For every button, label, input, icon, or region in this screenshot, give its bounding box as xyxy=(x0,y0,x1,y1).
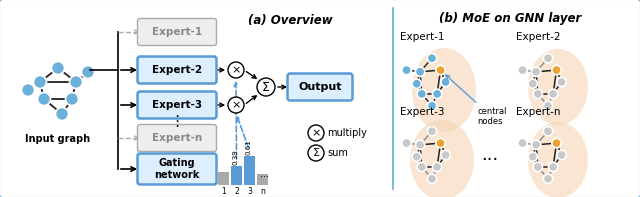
Circle shape xyxy=(257,78,275,96)
Text: Input graph: Input graph xyxy=(26,134,91,144)
Bar xyxy=(244,156,255,185)
Circle shape xyxy=(518,65,527,75)
Circle shape xyxy=(518,138,527,148)
FancyBboxPatch shape xyxy=(138,153,216,185)
Text: ×: × xyxy=(231,65,241,75)
Text: Expert-n: Expert-n xyxy=(152,133,202,143)
Circle shape xyxy=(415,140,425,150)
Text: Gating
network: Gating network xyxy=(154,158,200,180)
Text: Σ: Σ xyxy=(312,149,319,159)
FancyBboxPatch shape xyxy=(287,73,353,100)
FancyBboxPatch shape xyxy=(138,91,216,119)
Circle shape xyxy=(402,138,411,148)
Circle shape xyxy=(528,79,538,88)
Circle shape xyxy=(543,174,553,183)
FancyBboxPatch shape xyxy=(138,19,216,46)
Text: ···: ··· xyxy=(481,151,499,169)
Text: Expert-n: Expert-n xyxy=(516,107,560,117)
Bar xyxy=(231,166,242,185)
Circle shape xyxy=(531,140,541,150)
Text: 0.61: 0.61 xyxy=(246,139,252,155)
Text: Output: Output xyxy=(298,82,342,92)
Circle shape xyxy=(531,67,541,76)
Circle shape xyxy=(441,77,451,87)
Text: 1: 1 xyxy=(221,187,226,196)
Circle shape xyxy=(308,145,324,161)
Text: n: n xyxy=(260,187,265,196)
Circle shape xyxy=(428,54,436,63)
Circle shape xyxy=(412,79,421,88)
Circle shape xyxy=(436,138,445,148)
Circle shape xyxy=(81,65,95,78)
Circle shape xyxy=(228,62,244,78)
Circle shape xyxy=(543,126,553,136)
Text: ×: × xyxy=(231,100,241,111)
Text: (b) MoE on GNN layer: (b) MoE on GNN layer xyxy=(439,12,581,25)
Text: Expert-1: Expert-1 xyxy=(400,32,444,42)
Circle shape xyxy=(228,97,244,113)
Ellipse shape xyxy=(528,122,588,197)
Circle shape xyxy=(552,138,561,148)
FancyBboxPatch shape xyxy=(138,57,216,84)
Circle shape xyxy=(533,162,543,172)
Circle shape xyxy=(528,152,538,161)
Circle shape xyxy=(417,89,426,98)
Text: Expert-2: Expert-2 xyxy=(152,65,202,75)
Circle shape xyxy=(533,89,543,98)
Text: Expert-2: Expert-2 xyxy=(516,32,560,42)
Circle shape xyxy=(557,77,566,87)
Text: multiply: multiply xyxy=(327,128,367,138)
Ellipse shape xyxy=(412,48,476,132)
Text: Expert-3: Expert-3 xyxy=(152,100,202,110)
Text: central
nodes: central nodes xyxy=(445,75,506,126)
Circle shape xyxy=(70,75,83,88)
Circle shape xyxy=(417,162,426,172)
Circle shape xyxy=(428,126,436,136)
Circle shape xyxy=(441,150,451,160)
Circle shape xyxy=(56,108,68,121)
Circle shape xyxy=(428,174,436,183)
Text: ⋮: ⋮ xyxy=(170,114,184,129)
FancyBboxPatch shape xyxy=(138,125,216,151)
Circle shape xyxy=(402,65,411,75)
Text: Expert-3: Expert-3 xyxy=(400,107,444,117)
Text: 0.39: 0.39 xyxy=(232,150,239,165)
Bar xyxy=(218,172,229,185)
Bar xyxy=(257,174,268,185)
Circle shape xyxy=(428,101,436,111)
Text: sum: sum xyxy=(327,148,348,158)
Circle shape xyxy=(548,89,558,98)
Circle shape xyxy=(436,65,445,75)
Circle shape xyxy=(557,150,566,160)
Circle shape xyxy=(433,89,442,98)
Text: (a) Overview: (a) Overview xyxy=(248,14,332,27)
Circle shape xyxy=(433,162,442,172)
Circle shape xyxy=(22,84,35,97)
Ellipse shape xyxy=(410,120,474,197)
Ellipse shape xyxy=(528,49,588,125)
Circle shape xyxy=(552,65,561,75)
Text: 2: 2 xyxy=(234,187,239,196)
Text: ···: ··· xyxy=(260,172,269,182)
Circle shape xyxy=(415,67,425,76)
Text: ×: × xyxy=(311,128,321,138)
Circle shape xyxy=(33,75,47,88)
Circle shape xyxy=(38,93,51,106)
Circle shape xyxy=(308,125,324,141)
Text: Σ: Σ xyxy=(262,81,270,94)
Text: Expert-1: Expert-1 xyxy=(152,27,202,37)
Text: 3: 3 xyxy=(247,187,252,196)
Circle shape xyxy=(65,93,79,106)
Circle shape xyxy=(412,152,421,161)
Circle shape xyxy=(548,162,558,172)
Circle shape xyxy=(543,54,553,63)
Circle shape xyxy=(51,61,65,74)
Circle shape xyxy=(543,101,553,111)
